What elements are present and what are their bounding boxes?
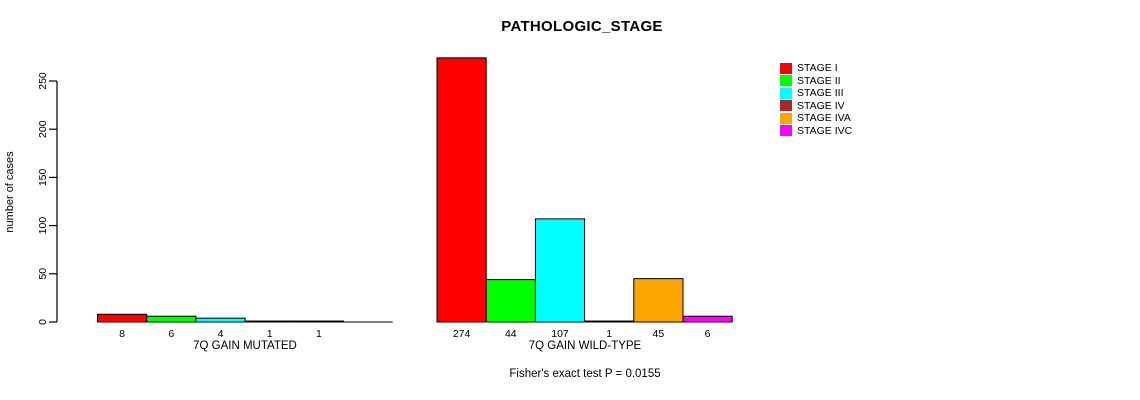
legend-swatch-icon: [780, 75, 792, 87]
y-axis-tick-label: 150: [37, 168, 49, 186]
bar: [485, 279, 536, 323]
y-axis-tick-label: 250: [37, 72, 49, 90]
bar: [244, 320, 295, 323]
y-axis-tick-label: 200: [37, 120, 49, 138]
bar-value-label: 274: [453, 328, 471, 340]
legend-swatch-icon: [780, 100, 792, 112]
legend-item: STAGE IVA: [780, 112, 852, 125]
legend-item: STAGE II: [780, 75, 852, 88]
bar: [436, 57, 487, 323]
legend-label: STAGE IVC: [797, 124, 853, 137]
bar: [584, 320, 635, 323]
legend-label: STAGE III: [797, 87, 844, 99]
y-axis-tick-label: 50: [37, 268, 49, 280]
bar-value-label: 45: [653, 328, 665, 340]
chart-title: PATHOLOGIC_STAGE: [501, 18, 663, 35]
group-label-wild-type: 7Q GAIN WILD-TYPE: [528, 340, 642, 352]
bar-value-label: 4: [218, 328, 224, 340]
bar-value-label: 44: [505, 328, 517, 340]
bar-value-label: 1: [316, 328, 322, 340]
bar-value-label: 107: [551, 328, 569, 340]
legend-label: STAGE II: [797, 74, 841, 87]
legend-item: STAGE III: [780, 87, 852, 100]
legend-item: STAGE IV: [780, 100, 852, 113]
bar-value-label: 8: [119, 328, 125, 340]
bar: [534, 218, 586, 323]
bar: [293, 320, 344, 323]
legend-label: STAGE IV: [797, 99, 845, 112]
bar-value-label: 6: [705, 328, 711, 340]
legend-swatch-icon: [780, 112, 792, 124]
fisher-test-note: Fisher's exact test P = 0.0155: [509, 368, 661, 380]
bar: [682, 315, 733, 323]
group-label-mutated: 7Q GAIN MUTATED: [193, 340, 297, 352]
y-axis-tick-label: 100: [37, 217, 49, 235]
bar: [97, 313, 148, 323]
legend-label: STAGE I: [797, 62, 838, 74]
bar-value-label: 1: [606, 328, 612, 340]
bar-value-label: 6: [168, 328, 174, 340]
legend-swatch-icon: [780, 125, 792, 137]
legend-swatch-icon: [780, 62, 792, 74]
bar-value-label: 1: [267, 328, 273, 340]
bar: [633, 278, 684, 323]
legend-label: STAGE IVA: [797, 112, 851, 124]
legend-swatch-icon: [780, 87, 792, 99]
legend: STAGE I STAGE II STAGE III STAGE IV STAGE IV…: [780, 62, 852, 137]
bar: [195, 317, 246, 323]
legend-item: STAGE I: [780, 62, 852, 75]
bar: [146, 315, 197, 323]
y-axis-tick-label: 0: [37, 319, 49, 325]
legend-item: STAGE IVC: [780, 125, 852, 138]
